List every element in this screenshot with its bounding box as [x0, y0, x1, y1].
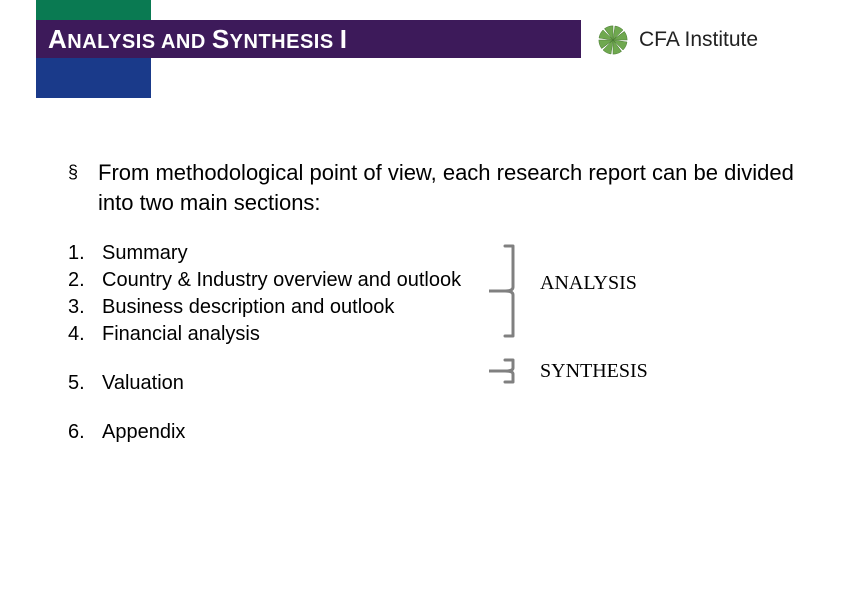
list-item: 5. Valuation — [68, 370, 461, 397]
accent-blue-block — [36, 58, 151, 98]
list-label: Financial analysis — [102, 321, 260, 348]
bracket-icon — [477, 242, 525, 340]
group-label-synthesis: SYNTHESIS — [540, 360, 648, 383]
title-part: YNTHESIS — [230, 31, 340, 53]
bracket-icon — [477, 358, 525, 384]
title-part: I — [340, 24, 348, 54]
list-number: 5. — [68, 370, 102, 397]
brand-name: CFA Institute — [639, 28, 758, 52]
list-label: Business description and outlook — [102, 294, 394, 321]
intro-block: § From methodological point of view, eac… — [68, 158, 802, 217]
list-number: 2. — [68, 267, 102, 294]
list-item: 1. Summary — [68, 240, 461, 267]
list-item: 2. Country & Industry overview and outlo… — [68, 267, 461, 294]
accent-green-block — [36, 0, 151, 20]
title-part: NALYSIS AND — [67, 31, 212, 53]
pinwheel-icon — [595, 22, 631, 58]
list-number: 6. — [68, 419, 102, 446]
title-part: S — [212, 24, 230, 54]
title-part: A — [48, 24, 67, 54]
list-number: 1. — [68, 240, 102, 267]
brand-logo: CFA Institute — [595, 22, 758, 58]
slide-title: ANALYSIS AND SYNTHESIS I — [48, 24, 347, 55]
list-label: Valuation — [102, 370, 184, 397]
intro-text: From methodological point of view, each … — [98, 158, 802, 217]
list-number: 4. — [68, 321, 102, 348]
list-item: 6. Appendix — [68, 419, 461, 446]
list-label: Summary — [102, 240, 188, 267]
numbered-list: 1. Summary 2. Country & Industry overvie… — [68, 240, 461, 446]
list-item: 4. Financial analysis — [68, 321, 461, 348]
intro-bullet: § — [68, 162, 78, 183]
list-label: Appendix — [102, 419, 185, 446]
group-label-analysis: ANALYSIS — [540, 272, 637, 295]
list-item: 3. Business description and outlook — [68, 294, 461, 321]
list-number: 3. — [68, 294, 102, 321]
title-bar: ANALYSIS AND SYNTHESIS I — [36, 20, 581, 58]
list-label: Country & Industry overview and outlook — [102, 267, 461, 294]
